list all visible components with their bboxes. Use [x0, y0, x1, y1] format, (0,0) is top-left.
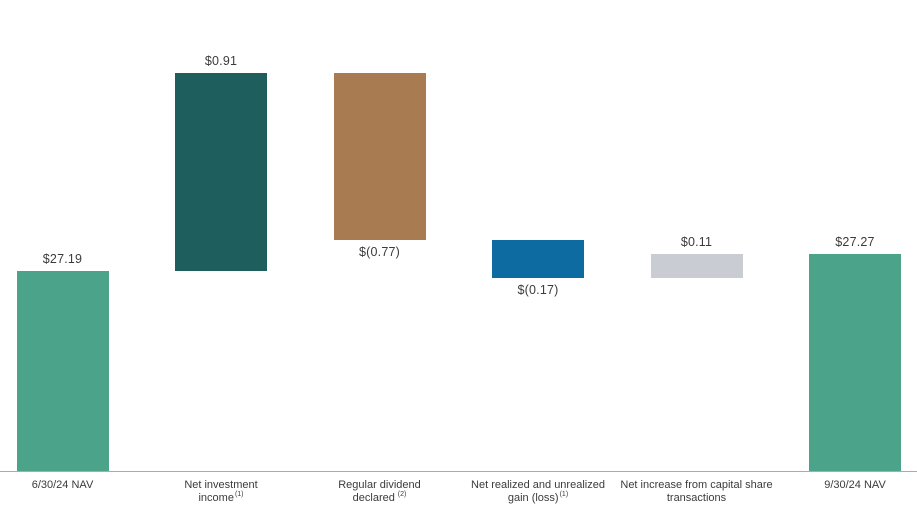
- category-label-text: Regular dividend: [338, 479, 421, 491]
- category-label-regular-dividend-declared: Regular dividend declared (2): [301, 479, 459, 505]
- category-label-net-increase-from-capital-share-transactions: Net increase from capital share transacti…: [618, 479, 776, 505]
- bar-9-30-24-nav: [809, 253, 901, 471]
- category-label-net-investment-income: Net investment income(1): [142, 479, 300, 505]
- value-label-net-investment-income: $0.91: [204, 53, 238, 68]
- category-label-text: gain (loss): [507, 492, 559, 504]
- category-label-text: 6/30/24 NAV: [31, 479, 94, 491]
- category-label-text: declared: [352, 492, 395, 504]
- category-label-line: income(1): [142, 491, 300, 505]
- category-label-line: declared (2): [301, 491, 459, 505]
- category-label-text: Net realized and unrealized: [471, 479, 605, 491]
- value-label-9-30-24-nav: $27.27: [835, 234, 875, 249]
- value-label-net-realized-and-unrealized-gain-loss: $(0.17): [517, 282, 559, 297]
- footnote-superscript: (2): [395, 491, 407, 499]
- category-label-9-30-24-nav: 9/30/24 NAV: [776, 479, 917, 492]
- bar-net-realized-and-unrealized-gain-loss: [492, 240, 584, 278]
- value-label-6-30-24-nav: $27.19: [42, 252, 83, 266]
- category-label-text: transactions: [666, 492, 727, 504]
- bar-net-investment-income: [175, 72, 267, 271]
- category-label-text: Net increase from capital share: [620, 479, 773, 491]
- value-label-net-increase-from-capital-share-transactions: $0.11: [680, 234, 713, 249]
- category-label-line: transactions: [618, 492, 776, 505]
- category-label-line: 6/30/24 NAV: [0, 479, 142, 492]
- category-label-line: 9/30/24 NAV: [776, 479, 917, 492]
- category-label-6-30-24-nav: 6/30/24 NAV: [0, 479, 142, 492]
- category-label-line: Net realized and unrealized: [459, 479, 617, 492]
- footnote-superscript: (1): [234, 491, 244, 499]
- category-label-text: Net investment: [184, 479, 258, 491]
- footnote-superscript: (1): [559, 491, 569, 499]
- category-label-text: 9/30/24 NAV: [824, 479, 886, 491]
- value-label-regular-dividend-declared: $(0.77): [358, 245, 400, 260]
- bar-net-increase-from-capital-share-transactions: [650, 253, 743, 278]
- bar-regular-dividend-declared: [333, 72, 426, 241]
- x-axis-line: [0, 471, 917, 472]
- bar-6-30-24-nav: [16, 271, 109, 471]
- category-label-line: Regular dividend: [301, 479, 459, 492]
- category-label-net-realized-and-unrealized-gain-loss: Net realized and unrealized gain (loss)(1…: [459, 479, 617, 505]
- category-label-line: Net investment: [142, 479, 300, 492]
- category-label-line: Net increase from capital share: [618, 479, 776, 492]
- category-label-line: gain (loss)(1): [459, 491, 617, 505]
- category-label-text: income: [198, 492, 234, 504]
